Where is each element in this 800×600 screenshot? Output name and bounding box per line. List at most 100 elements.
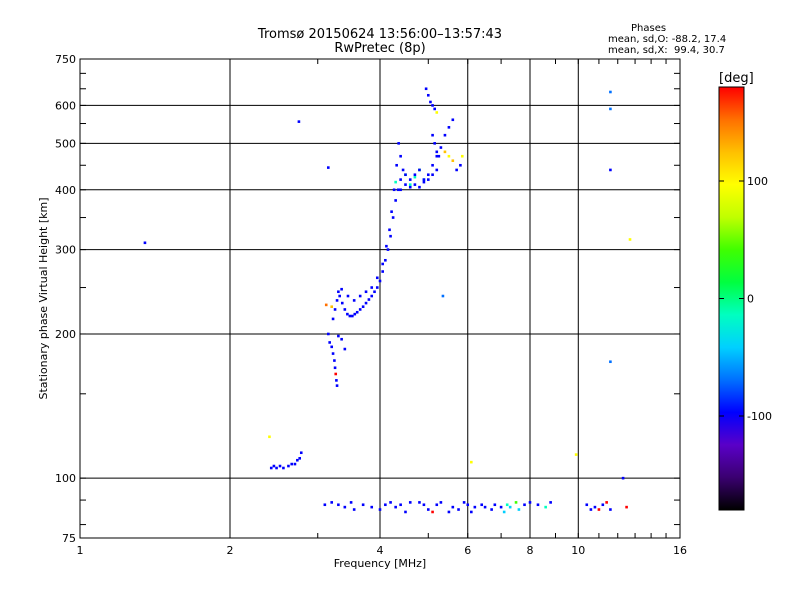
data-point xyxy=(549,501,552,504)
data-point xyxy=(451,505,455,509)
data-point xyxy=(327,166,330,169)
data-point xyxy=(517,508,521,511)
data-point xyxy=(431,104,434,107)
data-point xyxy=(408,183,412,186)
data-point xyxy=(621,476,625,480)
data-point xyxy=(330,345,334,349)
data-point xyxy=(269,466,273,470)
data-point xyxy=(404,510,407,514)
data-point xyxy=(459,163,462,167)
data-point xyxy=(574,453,578,456)
data-point xyxy=(385,244,388,248)
data-point xyxy=(597,508,601,511)
data-point xyxy=(424,87,428,91)
data-point xyxy=(404,173,407,177)
data-point xyxy=(384,503,387,507)
data-point xyxy=(297,120,301,123)
data-point xyxy=(544,505,547,509)
data-point xyxy=(272,464,276,468)
x-tick-label: 1 xyxy=(77,544,84,557)
data-point xyxy=(323,503,327,507)
data-point xyxy=(333,366,337,370)
data-point xyxy=(413,183,417,186)
data-point xyxy=(352,299,356,302)
data-point xyxy=(408,501,412,504)
data-point xyxy=(435,150,439,154)
data-point xyxy=(337,334,340,338)
data-point xyxy=(585,503,589,507)
data-point xyxy=(389,501,392,504)
data-point xyxy=(378,279,382,283)
data-point xyxy=(399,154,402,158)
data-point xyxy=(499,505,503,509)
data-point xyxy=(388,228,391,232)
data-point xyxy=(399,503,402,507)
axis-labels: 1 2 4 6 8 10 16 75 100 200 300 400 500 600 750 xyxy=(55,53,687,557)
data-point xyxy=(335,379,338,382)
data-point xyxy=(287,464,290,468)
data-point xyxy=(331,317,335,321)
data-point xyxy=(431,510,434,514)
data-point xyxy=(381,262,384,266)
data-point xyxy=(426,178,430,181)
data-point xyxy=(536,503,540,507)
data-point xyxy=(528,501,532,504)
data-point xyxy=(433,107,436,111)
colorbar-tick-label: -100 xyxy=(747,410,772,423)
data-point xyxy=(296,458,299,462)
grid-lines xyxy=(80,59,680,538)
data-point xyxy=(422,503,426,507)
data-point xyxy=(413,173,417,177)
y-tick-label: 100 xyxy=(55,472,76,485)
data-point xyxy=(390,210,393,213)
x-tick-label: 6 xyxy=(464,544,471,557)
colorbar-ticks: 100 0 -100 xyxy=(719,175,772,423)
data-point xyxy=(331,352,335,355)
data-point xyxy=(335,299,339,302)
data-point xyxy=(394,180,397,184)
y-tick-label: 75 xyxy=(62,532,76,545)
phase-stats-o-mode: mean, sd,O: -88.2, 17.4 xyxy=(608,34,727,45)
data-point xyxy=(351,314,354,318)
data-point xyxy=(490,508,493,511)
data-point xyxy=(609,360,612,364)
data-point xyxy=(609,90,612,94)
colorbar-tick-label: 0 xyxy=(747,293,754,306)
data-point xyxy=(508,505,512,509)
data-point xyxy=(433,142,436,145)
data-point xyxy=(408,178,412,181)
phase-colorbar: [deg] 100 0 -100 xyxy=(718,71,772,511)
data-point xyxy=(299,451,303,455)
data-point xyxy=(338,294,341,298)
colorbar-tick-label: 100 xyxy=(747,175,768,188)
data-point xyxy=(324,303,328,307)
data-point xyxy=(361,503,365,507)
data-point xyxy=(353,312,357,316)
data-point xyxy=(447,154,451,158)
y-tick-label: 300 xyxy=(55,244,76,257)
data-point xyxy=(455,168,458,172)
x-tick-label: 8 xyxy=(527,544,534,557)
data-points xyxy=(143,87,632,514)
data-point xyxy=(346,294,350,298)
data-point xyxy=(278,464,282,468)
data-point xyxy=(328,341,331,344)
phase-stats-x-mode: mean, sd,X: 99.4, 30.7 xyxy=(608,45,725,56)
data-point xyxy=(426,173,430,177)
y-tick-label: 400 xyxy=(55,184,76,197)
data-point xyxy=(333,308,337,311)
data-point xyxy=(394,505,397,509)
data-point xyxy=(443,150,447,154)
axis-ticks xyxy=(79,58,680,539)
data-point xyxy=(418,168,421,172)
data-point xyxy=(435,168,439,172)
data-point xyxy=(426,93,430,97)
data-point xyxy=(480,503,484,507)
data-point xyxy=(435,503,439,507)
data-point xyxy=(290,462,294,466)
x-axis-title: Frequency [MHz] xyxy=(334,557,426,570)
data-point xyxy=(601,503,605,507)
data-point xyxy=(275,466,278,470)
data-point xyxy=(429,100,432,104)
data-point xyxy=(493,503,497,507)
